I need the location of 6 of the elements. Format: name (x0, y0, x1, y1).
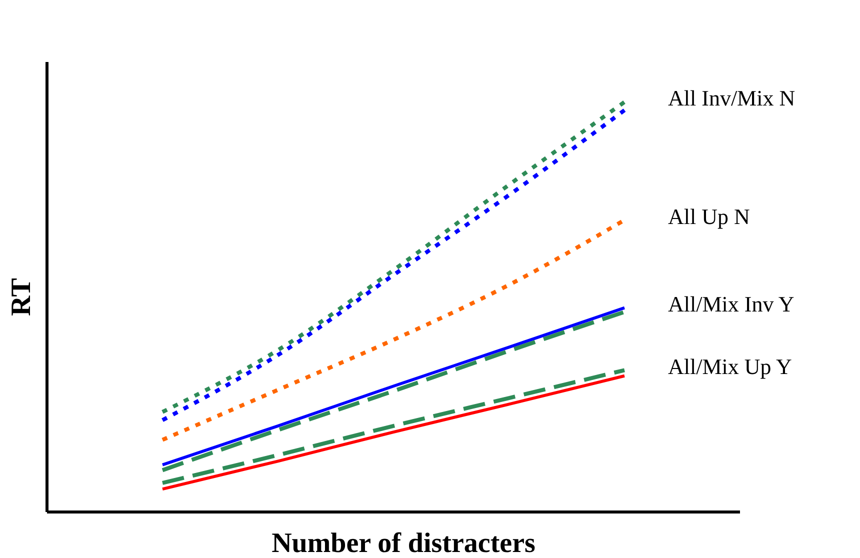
series-label: All/Mix Inv Y (668, 292, 794, 317)
y-axis-title: RT (6, 278, 37, 316)
series-label: All Up N (668, 204, 750, 229)
series-label: All Inv/Mix N (668, 86, 796, 111)
x-axis-title: Number of distracters (272, 528, 536, 558)
series-label: All/Mix Up Y (668, 354, 792, 379)
